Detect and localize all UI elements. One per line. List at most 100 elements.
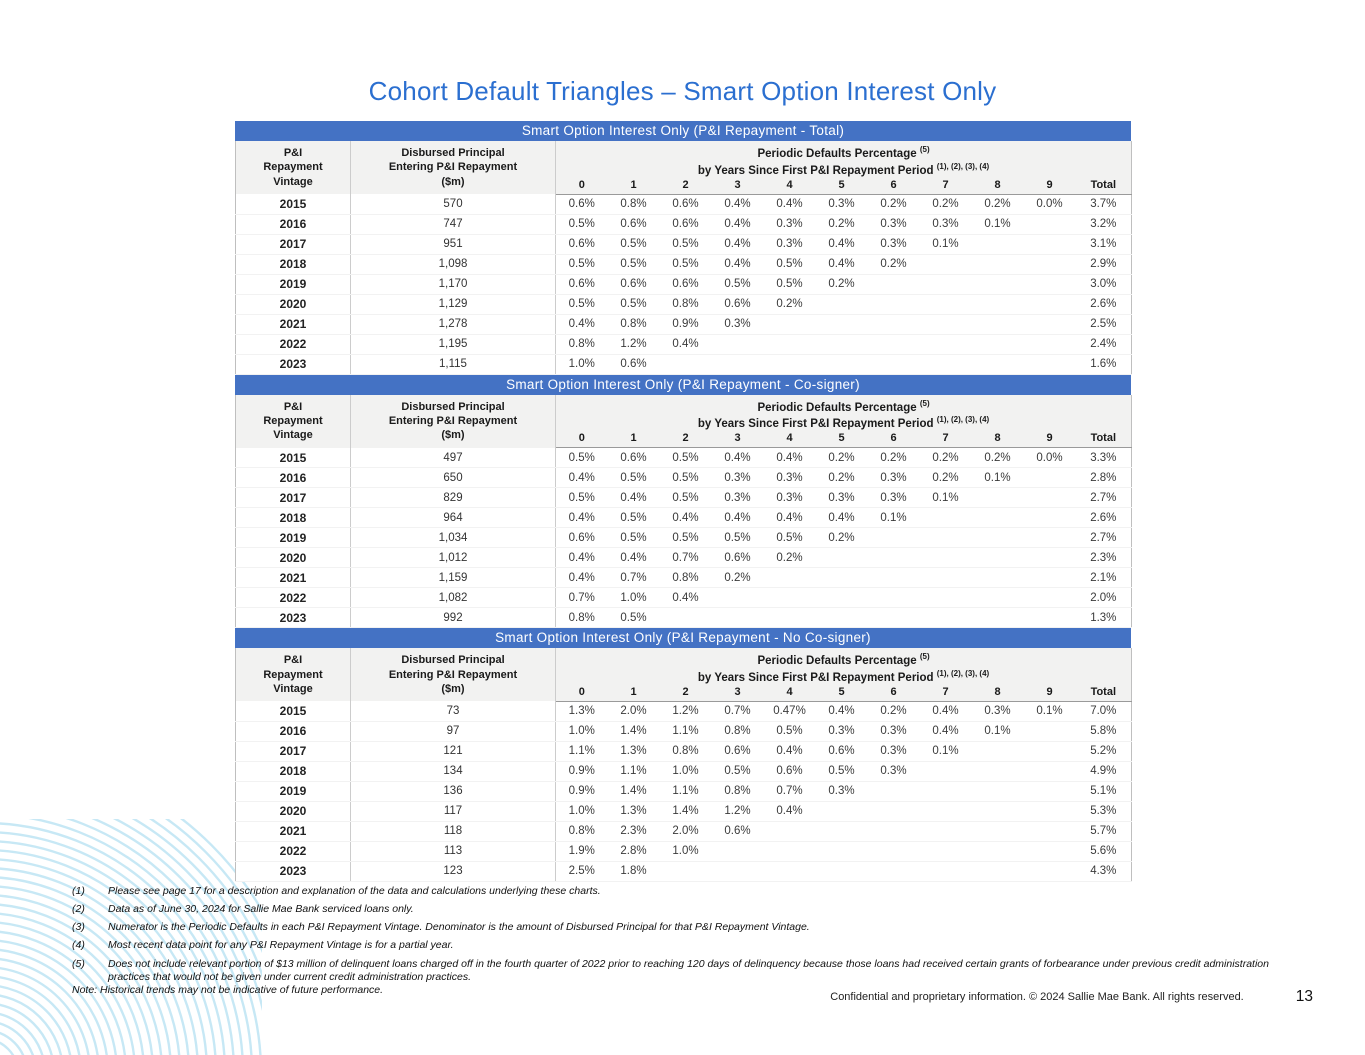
default-pct-cell bbox=[867, 547, 920, 569]
default-pct-cell bbox=[867, 607, 920, 629]
vintage-cell: 2022 bbox=[235, 587, 351, 609]
default-pct-cell: 0.8% bbox=[711, 781, 764, 802]
footnote-number: (2) bbox=[72, 903, 85, 916]
cohort-table: Smart Option Interest Only (P&I Repaymen… bbox=[235, 374, 1133, 629]
default-pct-cell bbox=[919, 781, 972, 802]
table-row: 2019 136 0.9% 1.4% 1.1% 0.8% 0.7% 0.3% 5.1% bbox=[235, 781, 1132, 802]
default-pct-cell bbox=[867, 861, 920, 882]
default-pct-cell: 0.5% bbox=[555, 294, 608, 315]
default-pct-cell: 0.4% bbox=[763, 447, 816, 469]
default-pct-cell bbox=[867, 801, 920, 822]
default-pct-cell: 0.8% bbox=[607, 314, 660, 335]
default-triangle-table: P&I Repayment Vintage Disbursed Principal… bbox=[235, 141, 1133, 375]
vintage-cell: 2018 bbox=[235, 254, 351, 275]
default-pct-cell: 0.5% bbox=[607, 234, 660, 255]
footnote-number: (3) bbox=[72, 921, 85, 934]
default-pct-cell: 0.1% bbox=[867, 507, 920, 529]
table-row: 2023 123 2.5% 1.8% 4.3% bbox=[235, 861, 1132, 882]
default-pct-cell bbox=[919, 527, 972, 549]
year-column-header: 5 bbox=[815, 684, 868, 702]
total-cell: 2.0% bbox=[1075, 587, 1132, 609]
default-pct-cell: 1.0% bbox=[659, 761, 712, 782]
principal-cell: 570 bbox=[350, 194, 556, 215]
default-pct-cell: 0.4% bbox=[815, 234, 868, 255]
cohort-table: Smart Option Interest Only (P&I Repaymen… bbox=[235, 121, 1133, 375]
default-pct-cell bbox=[919, 761, 972, 782]
default-pct-cell: 0.2% bbox=[763, 294, 816, 315]
default-pct-cell: 0.4% bbox=[919, 701, 972, 722]
default-pct-cell: 0.6% bbox=[711, 547, 764, 569]
default-pct-cell: 0.6% bbox=[711, 821, 764, 842]
default-pct-cell: 1.0% bbox=[607, 587, 660, 609]
default-pct-cell: 2.8% bbox=[607, 841, 660, 862]
default-pct-cell bbox=[1023, 214, 1076, 235]
default-pct-cell: 0.8% bbox=[659, 294, 712, 315]
table-row: 2023 1,115 1.0% 0.6% 1.6% bbox=[235, 354, 1132, 375]
default-pct-cell bbox=[919, 861, 972, 882]
footer-confidential-text: Confidential and proprietary information… bbox=[830, 991, 1244, 1003]
default-pct-cell: 0.3% bbox=[867, 741, 920, 762]
default-pct-cell bbox=[919, 547, 972, 569]
total-cell: 2.6% bbox=[1075, 507, 1132, 529]
vintage-cell: 2023 bbox=[235, 861, 351, 882]
footnote-number: (4) bbox=[72, 939, 85, 952]
default-pct-cell bbox=[763, 314, 816, 335]
table-row: 2017 829 0.5% 0.4% 0.5% 0.3% 0.3% 0.3% 0.3% 0.1% 2… bbox=[235, 487, 1132, 509]
default-pct-cell bbox=[919, 567, 972, 589]
default-pct-cell bbox=[1023, 274, 1076, 295]
default-pct-cell bbox=[867, 841, 920, 862]
default-pct-cell bbox=[867, 567, 920, 589]
default-pct-cell: 1.3% bbox=[607, 801, 660, 822]
principal-cell: 1,278 bbox=[350, 314, 556, 335]
year-column-header: 8 bbox=[971, 431, 1024, 449]
default-pct-cell: 0.5% bbox=[555, 447, 608, 469]
table-row: 2018 964 0.4% 0.5% 0.4% 0.4% 0.4% 0.4% 0.1% 2.6% bbox=[235, 507, 1132, 529]
default-pct-cell: 0.6% bbox=[659, 214, 712, 235]
total-cell: 2.6% bbox=[1075, 294, 1132, 315]
periodic-defaults-header: Periodic Defaults Percentage (5) bbox=[555, 394, 1132, 415]
default-pct-cell: 0.4% bbox=[659, 587, 712, 609]
default-pct-cell: 0.8% bbox=[555, 334, 608, 355]
principal-cell: 1,012 bbox=[350, 547, 556, 569]
default-pct-cell: 0.2% bbox=[919, 447, 972, 469]
vintage-cell: 2017 bbox=[235, 741, 351, 762]
default-pct-cell: 0.6% bbox=[555, 527, 608, 549]
default-pct-cell bbox=[919, 507, 972, 529]
default-pct-cell: 0.2% bbox=[919, 194, 972, 215]
default-pct-cell bbox=[1023, 607, 1076, 629]
default-pct-cell bbox=[815, 607, 868, 629]
default-pct-cell: 0.4% bbox=[711, 214, 764, 235]
default-pct-cell bbox=[919, 587, 972, 609]
table-row: 2022 1,195 0.8% 1.2% 0.4% 2.4% bbox=[235, 334, 1132, 355]
year-column-header: 7 bbox=[919, 177, 972, 195]
default-pct-cell bbox=[1023, 741, 1076, 762]
default-pct-cell: 1.4% bbox=[659, 801, 712, 822]
vintage-cell: 2022 bbox=[235, 334, 351, 355]
total-cell: 2.4% bbox=[1075, 334, 1132, 355]
default-pct-cell bbox=[763, 334, 816, 355]
default-pct-cell: 0.8% bbox=[659, 741, 712, 762]
default-pct-cell: 0.47% bbox=[763, 701, 816, 722]
total-cell: 5.3% bbox=[1075, 801, 1132, 822]
default-pct-cell: 0.4% bbox=[659, 334, 712, 355]
default-pct-cell: 1.1% bbox=[659, 781, 712, 802]
year-column-header: 6 bbox=[867, 431, 920, 449]
total-cell: 5.6% bbox=[1075, 841, 1132, 862]
default-pct-cell: 0.2% bbox=[867, 447, 920, 469]
default-pct-cell bbox=[971, 234, 1024, 255]
year-column-header: 6 bbox=[867, 684, 920, 702]
principal-cell: 964 bbox=[350, 507, 556, 529]
total-cell: 2.7% bbox=[1075, 487, 1132, 509]
total-cell: 4.3% bbox=[1075, 861, 1132, 882]
default-pct-cell: 0.6% bbox=[711, 741, 764, 762]
year-column-header: 9 bbox=[1023, 684, 1076, 702]
default-pct-cell: 0.3% bbox=[867, 214, 920, 235]
default-pct-cell bbox=[971, 761, 1024, 782]
year-column-header: 5 bbox=[815, 177, 868, 195]
total-cell: 2.1% bbox=[1075, 567, 1132, 589]
default-pct-cell bbox=[815, 547, 868, 569]
default-pct-cell: 0.3% bbox=[867, 487, 920, 509]
default-pct-cell: 0.7% bbox=[763, 781, 816, 802]
default-pct-cell: 0.9% bbox=[555, 761, 608, 782]
default-pct-cell: 0.3% bbox=[867, 761, 920, 782]
